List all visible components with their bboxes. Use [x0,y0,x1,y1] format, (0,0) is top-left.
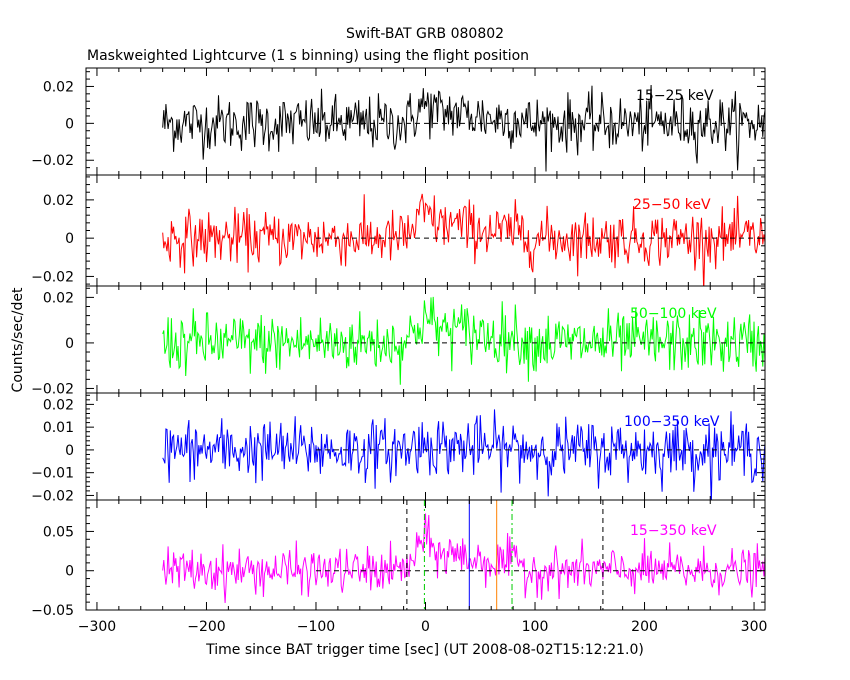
panel-3: −0.02 0 0.02 50−100 keV [31,285,766,397]
y-tick-label: −0.05 [31,603,74,619]
y-tick-label: −0.01 [31,466,74,482]
x-tick-label: 300 [741,619,768,635]
y-tick-label: −0.02 [31,153,74,169]
y-tick-label: 0.01 [43,420,74,436]
x-axis-label: Time since BAT trigger time [sec] (UT 20… [205,642,644,658]
y-tick-label: 0.02 [43,290,74,306]
y-axis-label: Counts/sec/det [10,287,26,392]
lightcurve-series [162,296,765,385]
y-tick-label: 0 [65,443,74,459]
lightcurve-series [162,84,765,172]
y-tick-label: 0 [65,564,74,580]
y-tick-label: 0.02 [43,193,74,209]
chart-subtitle: Maskweighted Lightcurve (1 s binning) us… [87,48,529,64]
y-tick-label: −0.02 [31,269,74,285]
x-tick-label: −100 [297,619,335,635]
band-label: 50−100 keV [630,306,717,322]
x-tick-label: 0 [421,619,430,635]
band-label: 15−350 keV [630,523,717,539]
y-tick-label: 0.02 [43,397,74,413]
y-tick-label: 0.05 [43,524,74,540]
band-label: 100−350 keV [624,414,720,430]
lightcurve-series [162,193,765,286]
panel-frame [85,285,766,394]
y-tick-label: −0.02 [31,488,74,504]
x-tick-label: −300 [78,619,116,635]
band-label: 25−50 keV [633,197,711,213]
chart-title: Swift-BAT GRB 080802 [346,26,504,42]
x-tick-label: 100 [522,619,549,635]
x-tick-label: 200 [631,619,658,635]
panel-2: −0.02 0 0.02 25−50 keV [31,174,766,287]
panel-1: −0.02 0 0.02 15−25 keV [31,67,766,176]
lightcurve-series [162,409,765,500]
y-tick-label: 0 [65,231,74,247]
y-tick-label: 0 [65,336,74,352]
y-tick-label: 0.02 [43,79,74,95]
x-tick-labels: −300 −200 −100 0 100 200 300 [78,619,768,635]
panel-5: −0.05 0 0.05 15−350 keV [31,499,766,619]
band-label: 15−25 keV [636,88,714,104]
lightcurve-series [162,513,765,604]
y-tick-label: −0.02 [31,381,74,397]
x-tick-label: −200 [187,619,225,635]
panel-4: −0.02 −0.01 0 0.01 0.02 100−350 keV [31,392,766,504]
y-tick-label: 0 [65,116,74,132]
